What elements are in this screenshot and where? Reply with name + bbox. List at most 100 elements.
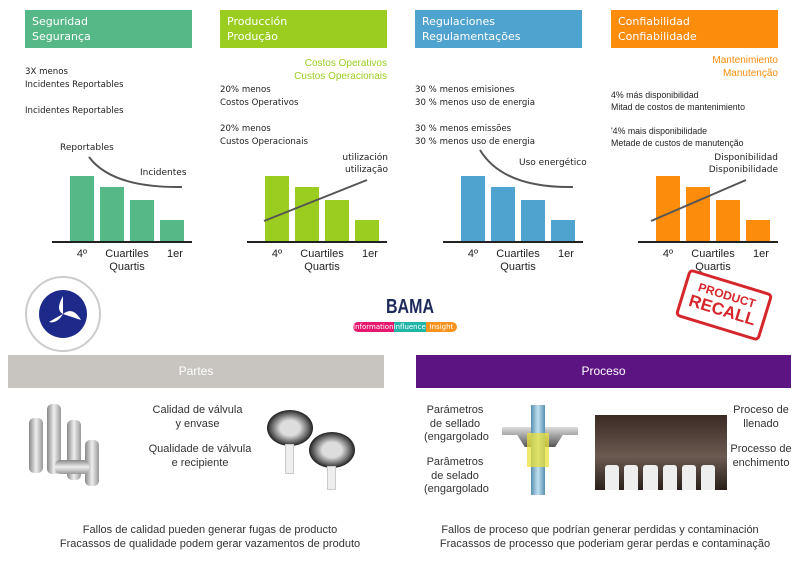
chart-axis: [247, 241, 387, 243]
bama-tag: Information: [353, 322, 394, 332]
panel-chart-2: 4º Cuartiles Quartis 1er Uso energético: [443, 140, 613, 275]
trend-label: Reportables: [60, 143, 114, 153]
proceso-footer-2: Fracassos de processo que poderiam gerar…: [439, 538, 771, 550]
panel-text-line: 20% menos: [220, 85, 271, 95]
x-axis-label: Cuartiles: [691, 248, 735, 260]
trend-label: utilización utilização: [342, 152, 388, 176]
x-axis-label-pt: Quartis: [500, 261, 536, 273]
panel-header-3: Confiabilidad Confiabilidade: [611, 10, 778, 48]
x-axis-label: Cuartiles: [105, 248, 149, 260]
panel-header-0: Seguridad Segurança: [25, 10, 192, 48]
highlight-line-2: Custos Operacionais: [294, 71, 387, 82]
chart-axis: [52, 241, 192, 243]
panel-text-line: 3X menos: [25, 67, 68, 77]
chart-bar: [551, 220, 575, 242]
partes-header: Partes: [8, 355, 384, 388]
trend-label-pt: utilização: [345, 165, 388, 175]
trend-line: [650, 179, 747, 222]
panel-text-line: 4% más disponibilidad: [611, 90, 699, 100]
panel-subtitle: Confiabilidade: [618, 30, 697, 43]
x-axis-label: Cuartiles: [300, 248, 344, 260]
partes-text-3: Qualidade de válvula: [148, 443, 252, 455]
tick-label: 1er: [753, 248, 769, 260]
partes-text-2: y envase: [175, 418, 220, 430]
proceso-text-3: (engargolado: [424, 431, 489, 443]
proceso-text-2: de sellado: [429, 418, 481, 430]
panel-title: Producción: [227, 15, 288, 28]
trend-label-es: utilización: [342, 153, 388, 163]
chart-bar: [686, 186, 710, 242]
tick-label: 4º: [76, 248, 88, 260]
panel-header-2: Regulaciones Regulamentações: [415, 10, 582, 48]
proceso-right-1: Proceso de: [733, 404, 789, 416]
filling-machine-photo: [595, 415, 727, 490]
highlight-line-1: Costos Operativos: [304, 58, 387, 69]
panel-title: Seguridad: [32, 15, 88, 28]
bama-wordmark: BAMA: [386, 296, 434, 318]
x-axis-label: Cuartiles: [496, 248, 540, 260]
panel-text-line: Incidentes Reportables: [25, 80, 124, 90]
trend-curve: [479, 149, 574, 189]
tick-label: 1er: [362, 248, 378, 260]
panel-subtitle: Regulamentações: [422, 30, 521, 43]
trend-label-es: Disponibilidad: [714, 153, 778, 163]
partes-footer-1: Fallos de calidad pueden generar fugas d…: [82, 524, 338, 536]
tick-label: 4º: [662, 248, 674, 260]
chart-axis: [638, 241, 778, 243]
trend-label: Disponibilidad Disponibilidade: [709, 152, 778, 176]
panel-text-line: 30 % menos uso de energia: [415, 98, 536, 108]
partes-text-4: e recipiente: [171, 457, 229, 469]
proceso-right-2: llenado: [743, 418, 779, 430]
chart-bar: [130, 200, 154, 242]
highlight-line-1: Mantenimiento: [712, 55, 778, 66]
proceso-text-1: Parámetros: [426, 404, 484, 416]
chart-bar: [491, 186, 515, 242]
highlight-line-2: Manutenção: [722, 68, 778, 79]
tick-label: 1er: [167, 248, 183, 260]
bama-tag: Insight: [425, 322, 457, 332]
chart-bar: [100, 186, 124, 242]
panel-text-line: '4% mais disponibilidade: [611, 126, 708, 136]
partes-footer-2: Fracassos de qualidade podem gerar vazam…: [59, 538, 361, 550]
panel-text-line: 30 % menos emisiones: [415, 85, 515, 95]
proceso-text-4: Parâmetros: [426, 456, 484, 468]
panel-subtitle: Segurança: [32, 30, 91, 43]
panel-text-line: Costos Operativos: [220, 98, 299, 108]
partes-text-1: Calidad de válvula: [152, 404, 243, 416]
chart-bar: [656, 176, 680, 242]
panel-text-line: Mitad de costos de mantenimiento: [611, 102, 745, 112]
dot-logo: [25, 276, 101, 352]
chart-bar: [295, 186, 319, 242]
chart-bar: [716, 200, 740, 242]
panel-chart-1: 4º Cuartiles Quartis 1er utilización utilizaç…: [247, 140, 417, 275]
proceso-text-6: (engargolado: [424, 483, 489, 495]
proceso-right-3: Processo de: [730, 443, 792, 455]
valve-cups-image: [265, 410, 365, 490]
proceso-text-5: de selado: [431, 470, 479, 482]
x-axis-label-pt: Quartis: [304, 261, 340, 273]
chart-bar: [160, 220, 184, 242]
tick-label: 4º: [271, 248, 283, 260]
panel-text-line: 20% menos: [220, 124, 271, 134]
proceso-footer-1: Fallos de proceso que podrían generar pe…: [441, 524, 759, 536]
chart-bar: [325, 200, 349, 242]
crimp-diagram-image: [498, 405, 583, 495]
proceso-header: Proceso: [416, 355, 791, 388]
aerosol-cans-image: [25, 400, 115, 490]
panel-text-line: 30 % menos uso de energia: [415, 137, 536, 147]
panel-title: Regulaciones: [422, 15, 495, 28]
x-axis-label-pt: Quartis: [695, 261, 731, 273]
chart-bar: [70, 176, 94, 242]
trend-label-pt: Disponibilidade: [708, 165, 778, 175]
chart-bar: [265, 176, 289, 242]
panel-text-line: 30 % menos emissões: [415, 124, 512, 134]
bama-tag: Influence: [393, 322, 426, 332]
product-recall-stamp: PRODUCT RECALL: [674, 268, 774, 342]
chart-bar: [355, 220, 379, 242]
tick-label: 1er: [558, 248, 574, 260]
panel-text-line: Metade de custos de manutenção: [611, 138, 744, 148]
panel-chart-3: 4º Cuartiles Quartis 1er Disponibilidad Dispo…: [638, 140, 800, 275]
panel-subtitle: Produção: [227, 30, 278, 43]
panel-text-line: Custos Operacionais: [220, 137, 309, 147]
bama-logo: BAMA Information Influence Insight: [353, 290, 457, 336]
